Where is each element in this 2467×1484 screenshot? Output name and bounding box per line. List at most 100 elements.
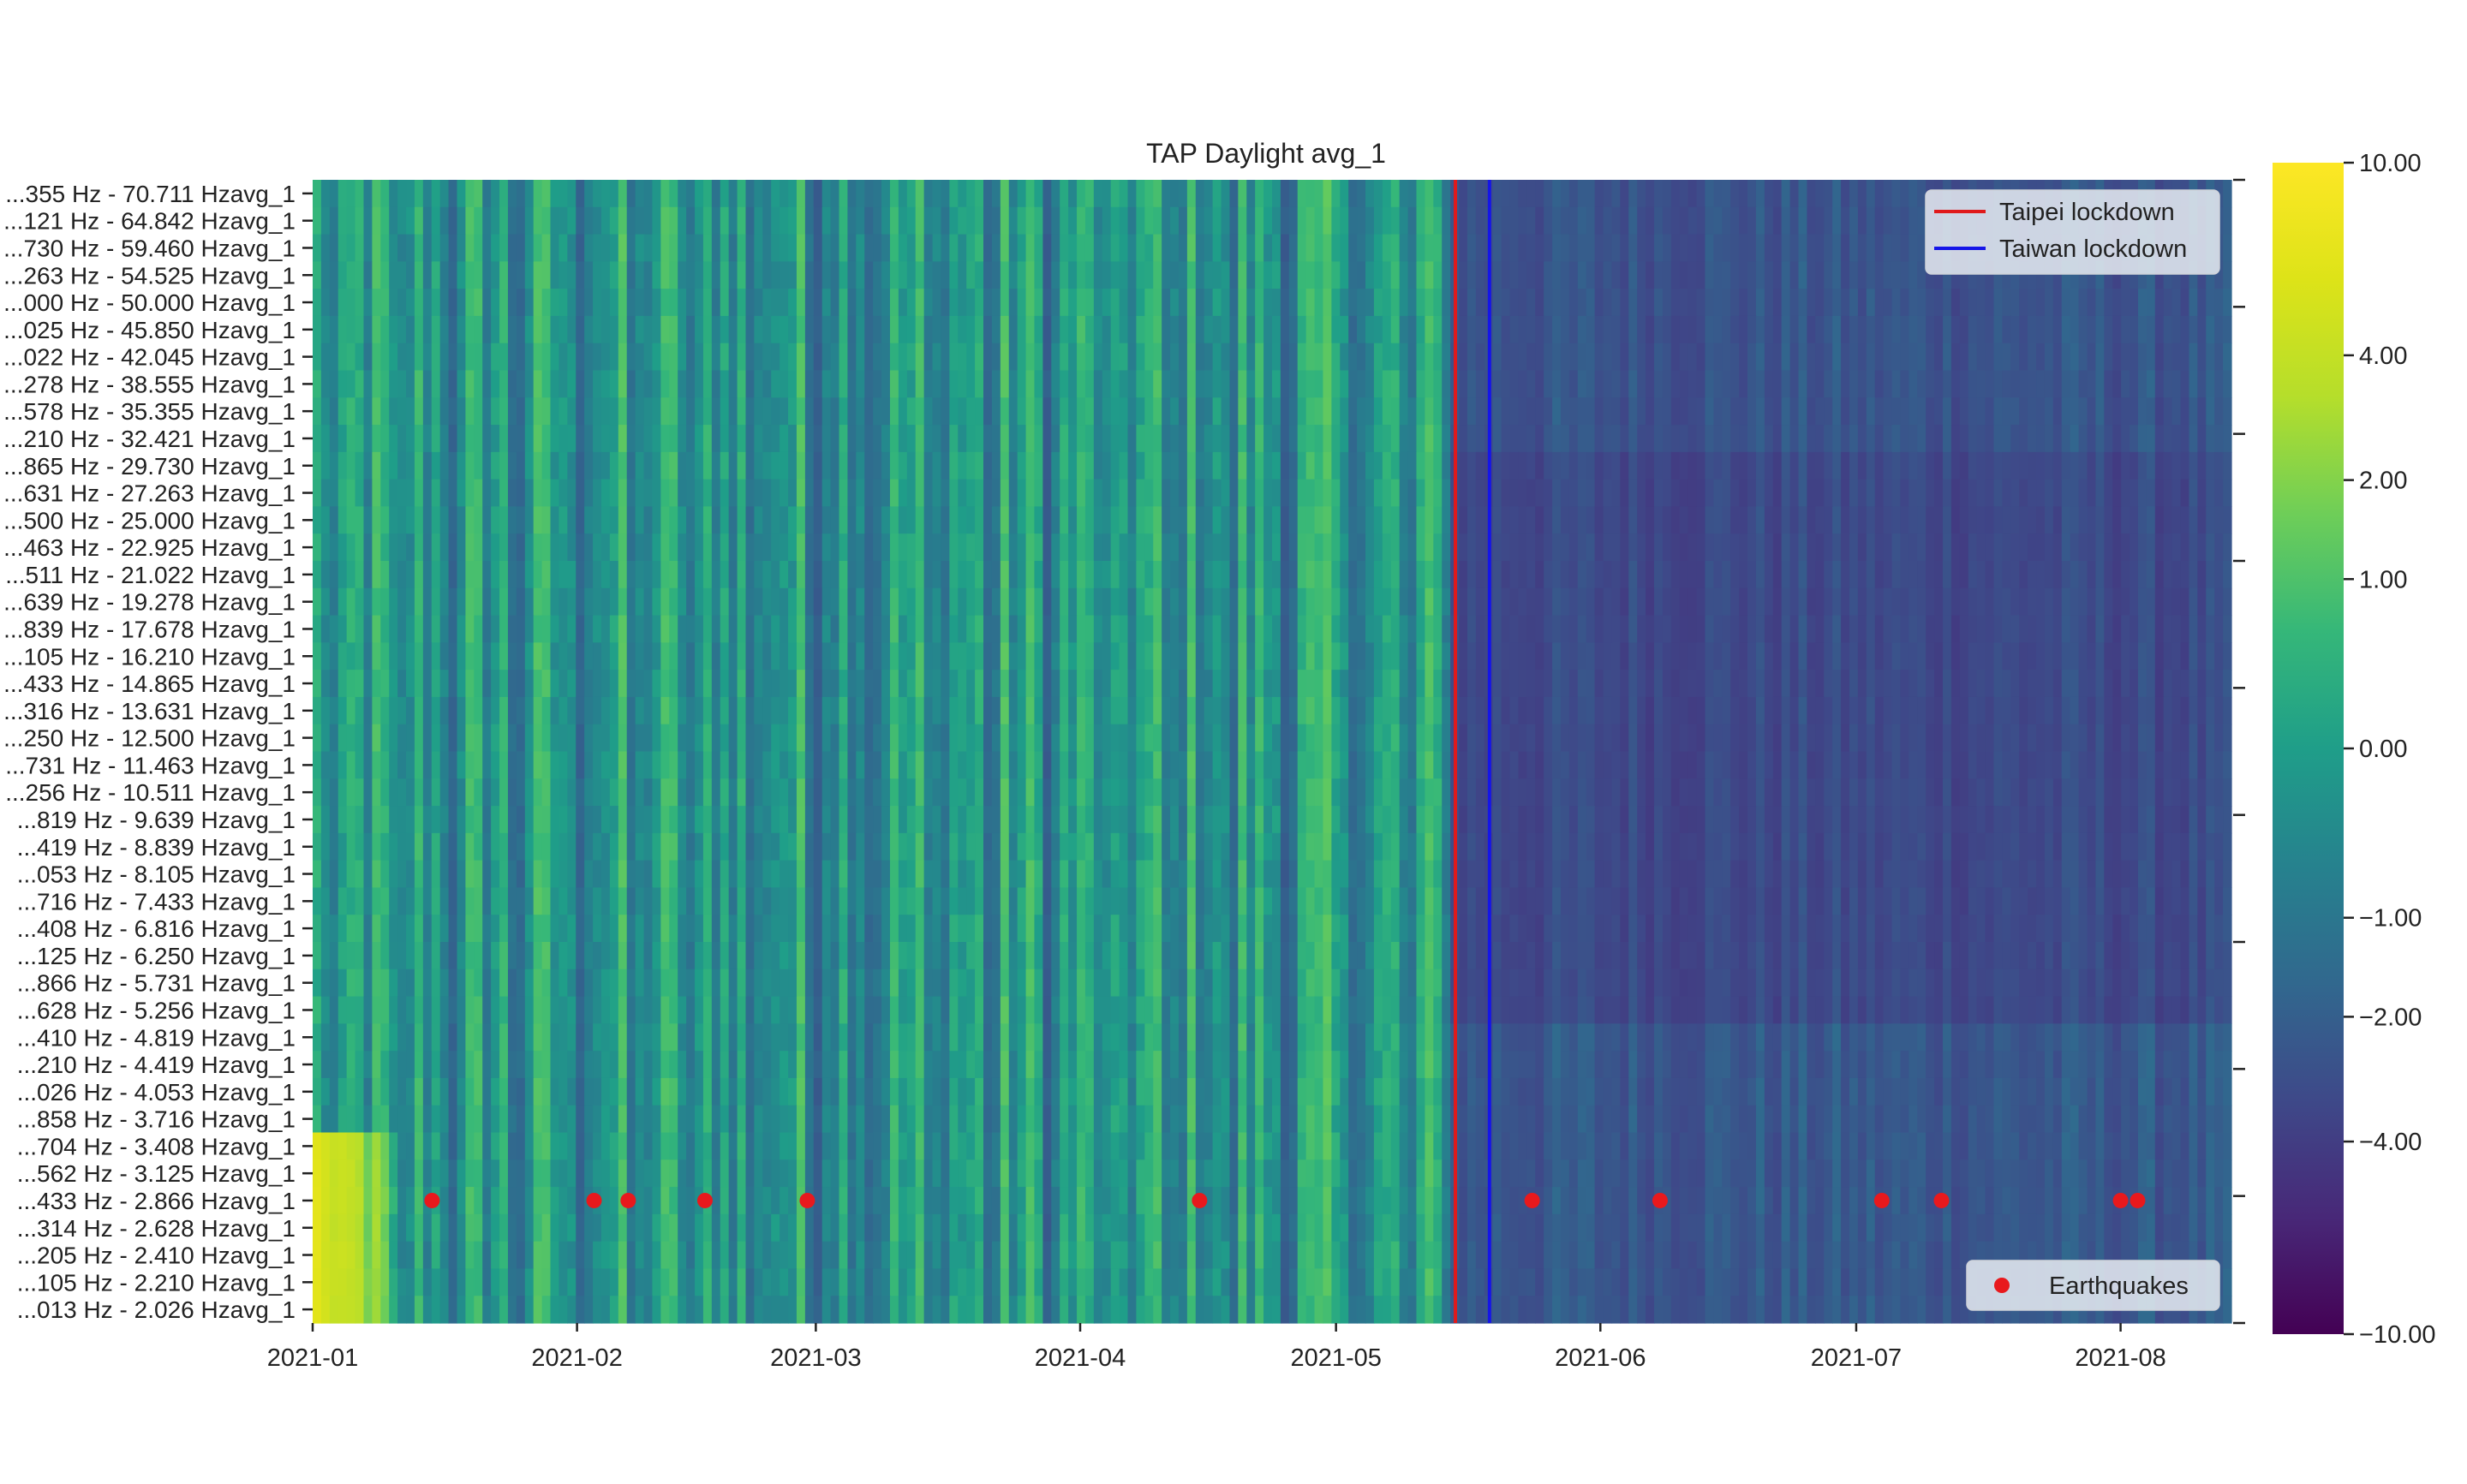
heatmap-cell <box>1297 451 1307 480</box>
heatmap-cell <box>439 315 450 344</box>
heatmap-cell <box>932 370 942 398</box>
heatmap-cell <box>363 778 373 807</box>
heatmap-cell <box>1153 533 1162 562</box>
heatmap-cell <box>804 751 815 779</box>
heatmap-cell <box>448 397 458 426</box>
heatmap-cell <box>1357 343 1366 372</box>
heatmap-cell <box>720 397 730 426</box>
heatmap-cell <box>873 343 882 372</box>
heatmap-cell <box>422 587 433 617</box>
heatmap-cell <box>2010 397 2020 426</box>
heatmap-cell <box>1620 370 1629 398</box>
heatmap-cell <box>1722 370 1731 398</box>
heatmap-cell <box>804 206 815 235</box>
heatmap-cell <box>1305 234 1316 262</box>
heatmap-cell <box>1628 670 1638 698</box>
heatmap-cell <box>1340 751 1349 779</box>
heatmap-cell <box>465 561 475 589</box>
heatmap-cell <box>1568 696 1579 725</box>
heatmap-cell <box>1017 670 1027 698</box>
heatmap-cell <box>1637 533 1646 562</box>
heatmap-cell <box>491 751 500 779</box>
heatmap-cell <box>1883 370 1893 398</box>
heatmap-cell <box>1144 451 1154 480</box>
heatmap-cell <box>923 343 934 372</box>
heatmap-cell <box>1144 206 1154 235</box>
heatmap-cell <box>1475 180 1485 208</box>
heatmap-cell <box>465 696 475 725</box>
heatmap-cell <box>1119 587 1129 617</box>
heatmap-cell <box>499 479 509 508</box>
heatmap-cell <box>329 696 339 725</box>
heatmap-cell <box>1459 479 1468 508</box>
heatmap-cell <box>686 261 696 289</box>
heatmap-cell <box>600 751 611 779</box>
heatmap-cell <box>958 425 967 453</box>
heatmap-cell <box>711 533 721 562</box>
heatmap-cell <box>380 289 390 317</box>
heatmap-cell <box>1900 751 1909 779</box>
heatmap-cell <box>1466 370 1477 398</box>
heatmap-cell <box>1204 696 1214 725</box>
heatmap-cell <box>771 724 780 753</box>
heatmap-cell <box>1628 587 1638 617</box>
heatmap-cell <box>762 561 772 589</box>
heatmap-cell <box>1807 561 1816 589</box>
heatmap-cell <box>864 561 874 589</box>
heatmap-cell <box>1926 479 1935 508</box>
heatmap-cell <box>949 206 959 235</box>
heatmap-cell <box>1425 397 1434 426</box>
heatmap-cell <box>422 615 433 643</box>
heatmap-cell <box>1603 670 1613 698</box>
heatmap-cell <box>600 180 611 208</box>
heatmap-cell <box>1568 425 1579 453</box>
heatmap-cell <box>474 479 483 508</box>
heatmap-cell <box>1713 696 1723 725</box>
heatmap-cell <box>541 315 552 344</box>
heatmap-cell <box>1186 670 1197 698</box>
heatmap-cell <box>1654 315 1664 344</box>
heatmap-cell <box>915 370 925 398</box>
heatmap-cell <box>898 587 908 617</box>
heatmap-cell <box>422 234 433 262</box>
heatmap-cell <box>2104 751 2113 779</box>
heatmap-cell <box>1186 261 1197 289</box>
heatmap-cell <box>1136 642 1145 670</box>
heatmap-cell <box>1416 289 1426 317</box>
heatmap-cell <box>1594 587 1604 617</box>
heatmap-cell <box>1093 180 1103 208</box>
heatmap-cell <box>406 751 415 779</box>
heatmap-cell <box>830 751 840 779</box>
heatmap-cell <box>363 479 373 508</box>
heatmap-cell <box>2095 479 2105 508</box>
heatmap-cell <box>932 451 942 480</box>
heatmap-cell <box>448 425 458 453</box>
heatmap-cell <box>1442 234 1451 262</box>
heatmap-cell <box>1127 289 1138 317</box>
heatmap-cell <box>1459 261 1468 289</box>
heatmap-cell <box>626 587 636 617</box>
heatmap-cell <box>2112 533 2122 562</box>
heatmap-cell <box>2044 751 2054 779</box>
heatmap-cell <box>702 642 713 670</box>
heatmap-cell <box>1747 234 1757 262</box>
heatmap-cell <box>702 451 713 480</box>
heatmap-cell <box>711 561 721 589</box>
heatmap-cell <box>618 343 628 372</box>
heatmap-cell <box>2146 587 2156 617</box>
heatmap-cell <box>1340 234 1349 262</box>
heatmap-cell <box>635 479 645 508</box>
heatmap-cell <box>507 261 517 289</box>
heatmap-cell <box>482 724 492 753</box>
heatmap-cell <box>2052 642 2063 670</box>
heatmap-cell <box>1102 451 1112 480</box>
heatmap-cell <box>1968 561 1978 589</box>
heatmap-cell <box>2028 587 2037 617</box>
heatmap-cell <box>2078 370 2088 398</box>
heatmap-cell <box>1323 642 1332 670</box>
heatmap-cell <box>2189 397 2198 426</box>
heatmap-cell <box>1459 533 1468 562</box>
heatmap-cell <box>2121 751 2130 779</box>
heatmap-cell <box>728 615 738 643</box>
heatmap-cell <box>1993 615 2003 643</box>
